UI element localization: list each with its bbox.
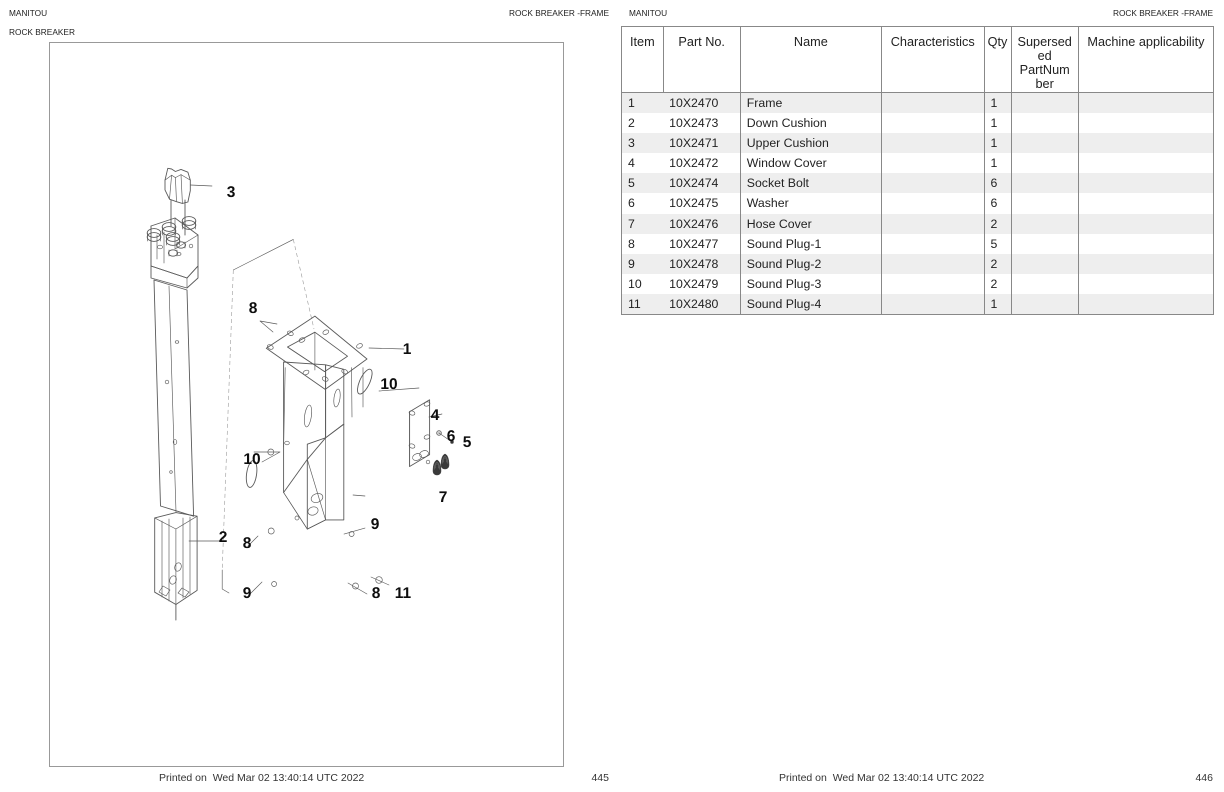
svg-text:9: 9 — [371, 516, 380, 533]
svg-text:11: 11 — [395, 585, 412, 602]
svg-text:8: 8 — [243, 535, 252, 552]
svg-text:1: 1 — [403, 341, 412, 358]
svg-text:5: 5 — [463, 434, 472, 451]
svg-text:10: 10 — [243, 451, 260, 468]
svg-text:2: 2 — [219, 529, 228, 546]
svg-text:9: 9 — [243, 585, 252, 602]
svg-text:10: 10 — [380, 376, 397, 393]
svg-text:7: 7 — [439, 489, 448, 506]
svg-text:8: 8 — [372, 585, 381, 602]
svg-text:6: 6 — [447, 428, 456, 445]
svg-text:3: 3 — [227, 184, 236, 201]
svg-text:4: 4 — [431, 407, 440, 424]
svg-text:8: 8 — [249, 300, 258, 317]
